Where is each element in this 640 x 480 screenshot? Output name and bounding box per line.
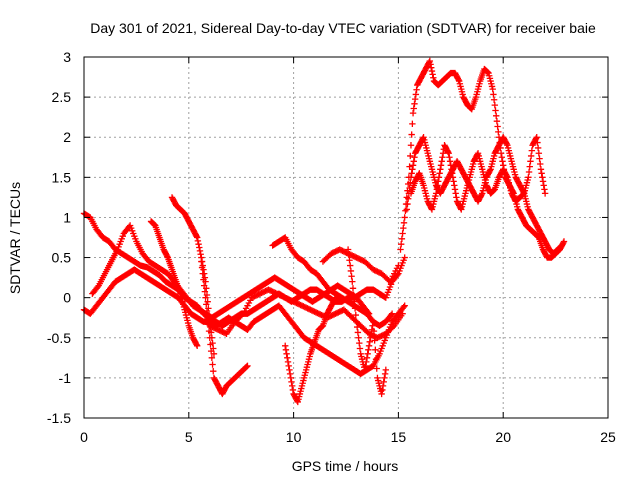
plus-markers	[344, 246, 390, 398]
plus-markers	[168, 194, 218, 358]
data-series-11	[344, 246, 390, 398]
data-series-7	[206, 286, 406, 341]
data-series-5	[168, 194, 218, 358]
data-series-4	[147, 218, 201, 349]
data-series-9	[282, 294, 339, 406]
data-series-10	[319, 246, 402, 285]
x-tick-label: 10	[286, 429, 302, 445]
plus-markers	[89, 222, 373, 321]
x-tick-label: 25	[600, 429, 616, 445]
x-tick-label: 20	[495, 429, 511, 445]
y-tick-label: -0.5	[47, 330, 71, 346]
y-tick-label: 2.5	[52, 89, 72, 105]
y-tick-label: 1	[63, 209, 71, 225]
chart-title: Day 301 of 2021, Sidereal Day-to-day VTE…	[90, 20, 596, 36]
data-series-3	[89, 222, 373, 321]
y-tick-label: -1	[59, 370, 72, 386]
data-series-6	[198, 258, 251, 398]
y-tick-label: 1.5	[52, 169, 72, 185]
plus-markers	[269, 234, 396, 329]
x-tick-label: 5	[185, 429, 193, 445]
data-series-13	[403, 134, 566, 257]
data-series-14	[407, 134, 549, 213]
data-series-8	[269, 234, 396, 329]
plot-frame	[83, 56, 609, 419]
plus-markers	[147, 218, 201, 349]
y-axis-label: SDTVAR / TECUs	[7, 182, 23, 294]
y-tick-label: -1.5	[47, 410, 71, 426]
x-axis-label: GPS time / hours	[292, 458, 399, 474]
plus-markers	[403, 134, 566, 257]
y-tick-label: 0.5	[52, 250, 72, 266]
axes: 0 5 10 15 20 25 -1.5 -1 -0.5 0 0.5 1 1.5 2 2.5 3	[47, 49, 616, 445]
plus-markers	[282, 294, 339, 406]
plus-markers	[319, 246, 402, 285]
y-tick-label: 0	[63, 290, 71, 306]
plus-markers	[198, 258, 251, 398]
y-tick-label: 2	[63, 129, 71, 145]
x-tick-label: 0	[80, 429, 88, 445]
plus-markers	[407, 134, 549, 213]
plus-markers	[206, 286, 406, 341]
data-series-layer	[80, 57, 568, 406]
y-tick-label: 3	[63, 49, 71, 65]
x-tick-label: 15	[391, 429, 407, 445]
